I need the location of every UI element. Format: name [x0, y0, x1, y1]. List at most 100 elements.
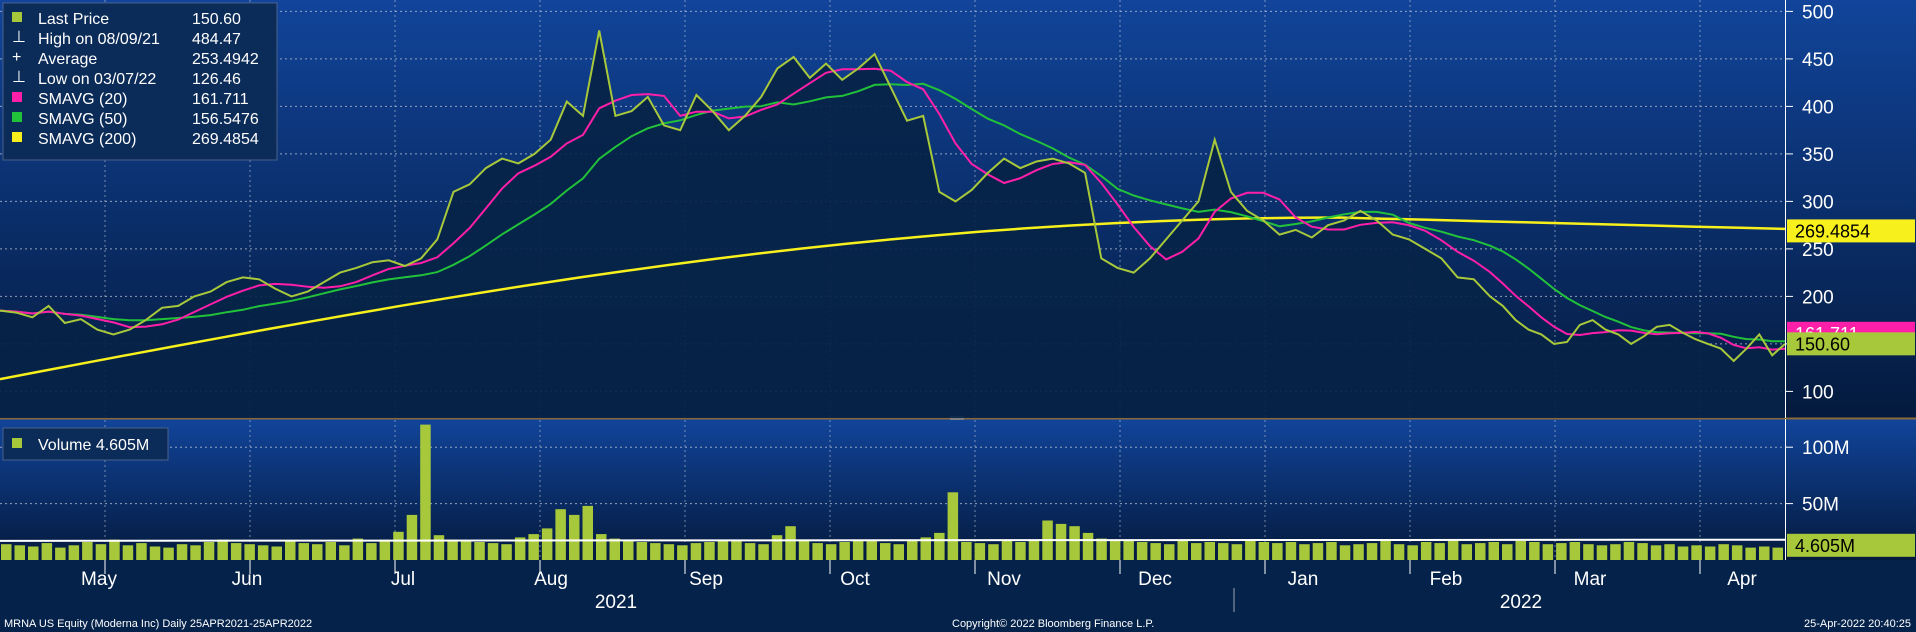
volume-bar	[1150, 543, 1161, 560]
volume-bar	[771, 535, 783, 560]
volume-bar	[839, 542, 850, 560]
price-tick-label: 500	[1802, 2, 1834, 23]
volume-bar	[758, 544, 769, 560]
volume-bar	[907, 539, 918, 560]
legend-swatch	[12, 132, 22, 142]
volume-bar	[852, 540, 864, 560]
footer-left: MRNA US Equity (Moderna Inc) Daily 25APR…	[4, 618, 312, 630]
volume-bar	[28, 546, 39, 560]
volume-bar	[785, 526, 796, 560]
volume-bar	[1366, 543, 1378, 560]
volume-bar	[677, 545, 688, 560]
price-tick-label: 450	[1802, 50, 1834, 71]
legend-value: 484.47	[192, 31, 241, 48]
volume-bar	[704, 542, 715, 560]
volume-bar	[934, 532, 945, 560]
legend-value: 253.4942	[192, 51, 259, 68]
month-label: Mar	[1574, 569, 1607, 590]
volume-bar	[988, 544, 999, 560]
volume-bar	[1434, 543, 1445, 560]
volume-bar	[731, 539, 742, 560]
volume-bar	[271, 546, 282, 560]
volume-bar	[1285, 542, 1297, 560]
x-axis: May Jun Jul Aug Sep Oct Nov Dec Jan Feb Mar Apr 2021…	[81, 560, 1757, 613]
legend-value: 269.4854	[192, 131, 259, 148]
last-price-line	[0, 30, 1785, 363]
volume-bar	[812, 543, 823, 560]
volume-bar	[1583, 544, 1594, 560]
legend-label: SMAVG (200)	[38, 131, 136, 148]
volume-bar	[1015, 542, 1026, 560]
volume-y-axis: 50M 100M	[1785, 419, 1850, 560]
volume-bar	[717, 540, 729, 560]
volume-bar	[1759, 546, 1770, 560]
volume-bar	[1691, 545, 1702, 560]
volume-bar	[1001, 540, 1013, 560]
volume-bar	[880, 543, 891, 560]
price-tick-label: 200	[1802, 287, 1834, 308]
legend-value: 161.711	[192, 91, 249, 108]
volume-bar	[1556, 543, 1567, 560]
volume-legend: Volume 4.605M	[2, 427, 169, 461]
volume-bar	[582, 505, 593, 560]
volume-bar	[1353, 544, 1364, 560]
volume-bar	[203, 542, 215, 560]
volume-bar	[1677, 546, 1689, 560]
price-tick-label: 100	[1802, 382, 1834, 403]
volume-bar	[420, 424, 431, 560]
volume-legend-label: Volume 4.605M	[38, 437, 149, 454]
volume-bar	[1258, 542, 1270, 560]
legend-swatch	[12, 112, 22, 122]
volume-bar	[1637, 543, 1648, 560]
volume-bar	[1515, 540, 1526, 560]
legend-value: 150.60	[192, 11, 241, 28]
volume-bar	[528, 534, 539, 560]
volume-bar	[68, 545, 80, 560]
volume-bar	[1123, 540, 1134, 560]
volume-bar	[1475, 543, 1486, 560]
volume-bar	[190, 545, 201, 560]
volume-bar	[1177, 539, 1188, 560]
volume-bar	[433, 535, 445, 560]
price-tick-label: 300	[1802, 192, 1834, 213]
volume-tick-label: 100M	[1802, 438, 1850, 459]
volume-bar	[1542, 544, 1554, 560]
volume-bar	[1650, 545, 1662, 560]
month-label: Nov	[987, 569, 1021, 590]
month-label: Sep	[689, 569, 723, 590]
volume-bar	[1, 544, 12, 560]
volume-bar	[569, 514, 580, 560]
volume-bar	[1191, 543, 1202, 560]
volume-bar	[636, 542, 648, 560]
volume-bar	[1447, 540, 1459, 560]
volume-bar	[1136, 542, 1148, 560]
legend-value: 156.5476	[192, 111, 259, 128]
volume-bar	[947, 492, 959, 560]
month-label: Aug	[534, 569, 568, 590]
volume-bar	[1380, 540, 1391, 560]
volume-bar	[1664, 544, 1675, 560]
volume-bar	[298, 543, 309, 560]
volume-bar	[1488, 542, 1499, 560]
sma200-line	[0, 216, 1785, 381]
volume-bar	[474, 542, 485, 560]
legend-label: SMAVG (20)	[38, 91, 128, 108]
volume-bar	[1299, 544, 1310, 560]
volume-bar	[1731, 545, 1743, 560]
price-tag: 269.4854	[1787, 219, 1915, 243]
volume-bar	[1407, 545, 1418, 560]
volume-bar	[217, 539, 228, 560]
volume-bar	[285, 540, 296, 560]
volume-bar	[1610, 544, 1621, 560]
volume-bar	[82, 542, 93, 560]
price-tag: 150.60	[1787, 332, 1915, 356]
volume-bar	[555, 509, 566, 560]
volume-bar	[163, 547, 174, 560]
month-label: Feb	[1430, 569, 1463, 590]
volume-bar	[244, 544, 255, 560]
volume-bar	[1326, 542, 1337, 560]
volume-bar	[1569, 542, 1581, 560]
volume-bar	[920, 537, 931, 560]
sma50-line	[0, 82, 1785, 343]
footer-center: Copyright© 2022 Bloomberg Finance L.P.	[952, 618, 1154, 630]
